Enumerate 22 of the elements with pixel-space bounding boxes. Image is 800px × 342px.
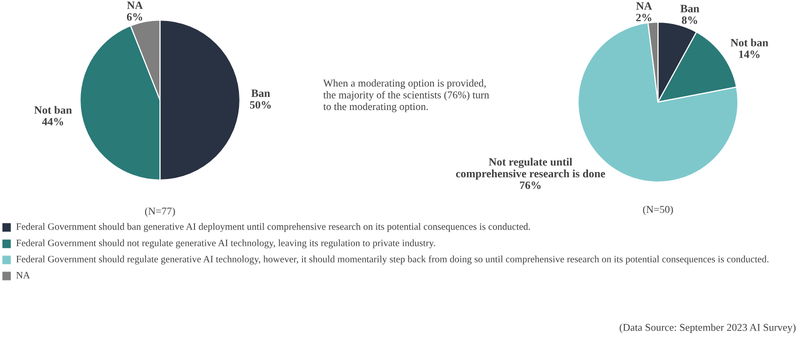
slice-label: Not regulate until comprehensive research is done [456,158,606,180]
data-label: 2% [636,14,652,22]
slice-label: NA [636,2,652,10]
text: (N=77) [145,207,175,217]
text: (N=50) [643,206,673,216]
text: (Data Source: September 2023 AI Survey) [620,324,796,334]
data-label: 14% [739,50,760,58]
text: Federal Government should regulate generative AI technology, however, it should momentarily step back from doing so until comprehensive research on its potential consequences is conducted. [16,255,768,264]
slice-label: NA [127,2,143,9]
text: Federal Government should not regulate generative AI technology, leaving its regulation to private industry. [16,239,436,248]
slice-label: Not ban [34,106,72,114]
text: NA [16,272,30,278]
data-label: 50% [250,101,271,109]
text: Federal Government should ban generative AI deployment until comprehensive research on its potential consequences is conducted. [16,223,530,232]
data-label: 44% [42,118,64,126]
text: When a moderating option is provided, the majority of the scientists (76%) turn to the moderating option. [323,79,490,112]
slice-label: Ban [251,90,270,98]
slice-label: Not ban [730,38,768,46]
data-label: 76% [520,181,541,190]
data-label: 8% [682,16,698,24]
data-label: 6% [126,13,142,21]
slice-label: Ban [680,4,700,12]
